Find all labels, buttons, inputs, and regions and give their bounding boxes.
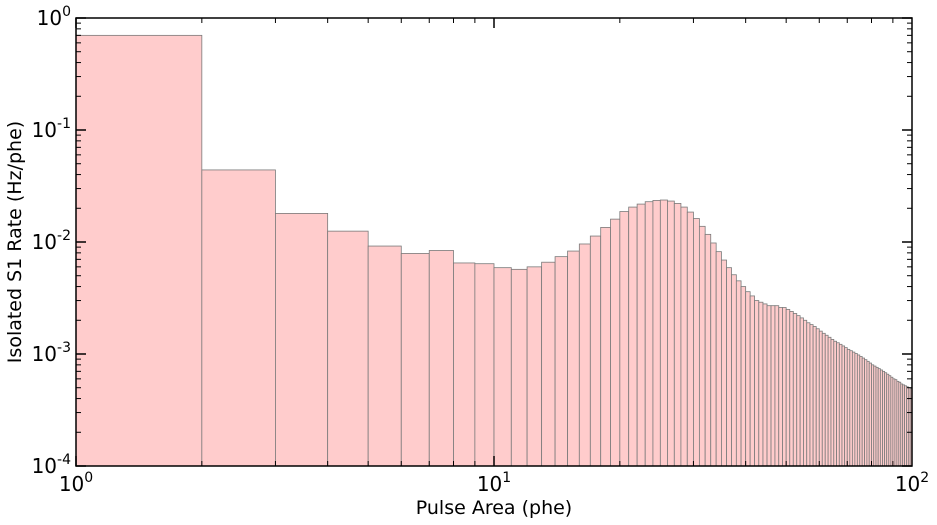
histogram-bar	[619, 211, 630, 467]
x-axis-label: Pulse Area (phe)	[416, 497, 572, 519]
y-axis-label: Isolated S1 Rate (Hz/phe)	[4, 121, 26, 363]
tick-label: 100	[59, 470, 93, 496]
histogram-bar	[818, 330, 823, 467]
histogram-bar	[636, 203, 646, 467]
histogram-bar	[735, 280, 742, 467]
histogram-bar	[201, 169, 276, 467]
histogram-bar	[704, 233, 712, 467]
histogram-bar	[809, 324, 814, 467]
histogram-bar	[806, 322, 811, 467]
histogram-bar	[803, 319, 808, 467]
histogram-bar	[774, 305, 780, 467]
tick-label: 10-1	[32, 116, 71, 142]
histogram-bar	[628, 206, 638, 467]
histogram-bar	[789, 311, 794, 467]
histogram-bar	[827, 336, 832, 467]
histogram-bar	[796, 315, 801, 467]
histogram-bar	[275, 213, 329, 467]
histogram-bar	[400, 253, 430, 467]
histogram-bar	[766, 305, 772, 467]
x-tick-labels: 100 101 102	[59, 470, 929, 496]
histogram-bar	[710, 242, 717, 467]
histogram-bar	[526, 266, 543, 467]
tick-label: 10-3	[32, 340, 71, 366]
histogram-bar	[792, 313, 798, 467]
histogram-bar	[758, 301, 764, 467]
histogram-bar	[493, 267, 512, 467]
histogram-bar	[644, 201, 654, 467]
histogram-bar	[589, 235, 602, 467]
histogram-bar	[693, 218, 700, 467]
histogram-bar	[782, 307, 787, 467]
histogram-bar	[673, 203, 682, 467]
histogram-bar	[785, 309, 791, 467]
histogram-bar	[686, 211, 694, 467]
histogram-bar	[833, 340, 837, 467]
histogram-bar	[770, 305, 776, 467]
histogram-bar	[740, 286, 747, 467]
histogram-bar	[715, 251, 722, 467]
histogram-bar	[75, 34, 203, 467]
histogram-bar	[367, 245, 402, 467]
plot-frame	[75, 17, 913, 467]
histogram-bar	[610, 218, 621, 467]
histogram-bar	[726, 267, 732, 467]
histogram-bar	[762, 303, 768, 467]
histogram-bar	[721, 259, 727, 467]
tick-label: 100	[37, 4, 71, 30]
histogram-bar	[836, 342, 840, 467]
histogram-bar	[749, 295, 755, 467]
histogram-bar	[815, 328, 820, 467]
histogram-bar	[659, 199, 668, 467]
histogram-bar	[567, 250, 580, 467]
histogram-bar	[799, 317, 804, 467]
histogram-bar	[652, 200, 661, 467]
histogram-bar	[830, 339, 835, 467]
tick-label: 102	[895, 470, 929, 496]
tick-label: 10-4	[32, 452, 72, 478]
histogram-bar	[754, 300, 760, 467]
histogram-bar	[474, 263, 495, 467]
histogram-bar	[327, 230, 369, 467]
histogram-bar	[541, 261, 556, 467]
histogram-bar	[667, 200, 675, 467]
tick-label: 10-2	[32, 228, 71, 254]
histogram-bar	[578, 243, 591, 467]
y-tick-labels: 10-4 10-3 10-2 10-1 100	[32, 4, 72, 478]
histogram-bar	[838, 343, 843, 467]
histogram-bar	[554, 256, 569, 467]
histogram-bar	[698, 225, 706, 467]
histogram-bar	[428, 250, 454, 467]
histogram-bar	[821, 332, 826, 467]
histogram-bar	[778, 307, 783, 467]
histogram-bar	[453, 262, 476, 467]
histogram-bar	[812, 326, 817, 467]
histogram-bar	[680, 206, 688, 467]
histogram-bar	[745, 291, 751, 467]
histogram-bar	[824, 334, 829, 467]
histogram-bars	[75, 34, 913, 467]
tick-label: 101	[477, 470, 511, 496]
histogram-bar	[731, 274, 737, 467]
histogram-bar	[510, 268, 528, 467]
histogram-bar	[600, 227, 611, 467]
